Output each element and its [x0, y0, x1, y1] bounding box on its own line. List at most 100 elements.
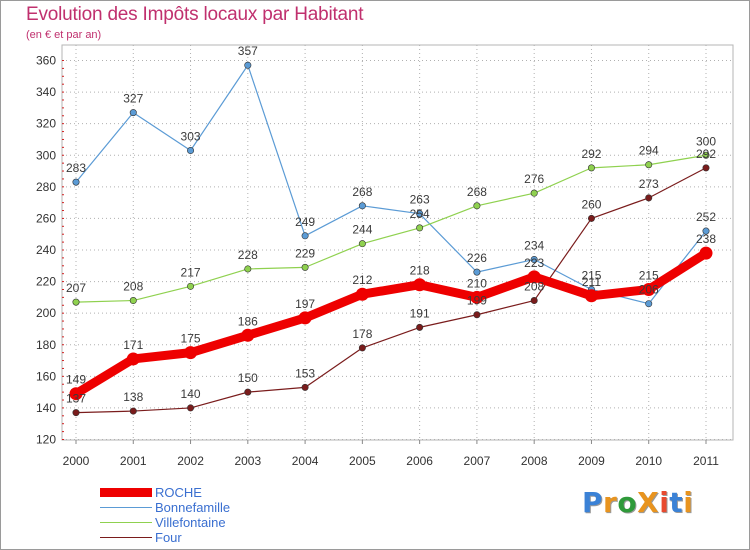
- data-point: [358, 202, 366, 210]
- series-line-roche: [71, 248, 711, 399]
- data-point: [416, 210, 424, 218]
- data-label: 137: [66, 392, 86, 406]
- data-label: 238: [696, 232, 716, 246]
- chart-subtitle: (en € et par an): [26, 29, 102, 41]
- y-tick-label: 260: [36, 211, 56, 225]
- data-point: [470, 290, 484, 304]
- x-tick-label: 2011: [693, 454, 719, 468]
- data-point: [416, 224, 424, 232]
- legend-swatch: [100, 507, 152, 508]
- legend-label: Four: [155, 530, 182, 545]
- y-tick-label: 200: [36, 306, 56, 320]
- data-label: 212: [352, 273, 372, 287]
- series-line-bonnefamille: [75, 64, 707, 305]
- data-label: 357: [238, 44, 258, 58]
- y-tick-label: 360: [36, 54, 56, 68]
- data-label: 228: [238, 248, 258, 262]
- data-label: 217: [181, 265, 201, 279]
- data-point: [69, 387, 83, 401]
- data-point: [244, 388, 252, 396]
- data-label: 268: [352, 185, 372, 199]
- data-label: 260: [581, 197, 601, 211]
- data-label: 149: [66, 373, 86, 387]
- x-tick-label: 2005: [349, 454, 376, 468]
- data-label: 186: [238, 314, 258, 328]
- y-tick-label: 180: [36, 338, 56, 352]
- data-point: [244, 61, 252, 69]
- data-label: 292: [581, 147, 601, 161]
- data-point: [645, 161, 653, 169]
- data-point: [699, 246, 713, 260]
- legend-label: Villefontaine: [155, 515, 226, 530]
- data-label: 208: [524, 280, 544, 294]
- data-label: 197: [295, 297, 315, 311]
- data-label: 252: [696, 210, 716, 224]
- data-point: [413, 278, 427, 292]
- y-tick-label: 160: [36, 369, 56, 383]
- legend-label: ROCHE: [155, 485, 202, 500]
- data-point: [584, 289, 598, 303]
- data-label: 199: [467, 294, 487, 308]
- logo-letter: P: [582, 486, 604, 519]
- x-tick-label: 2003: [234, 454, 261, 468]
- data-label: 229: [295, 246, 315, 260]
- data-point: [702, 164, 710, 172]
- data-point: [129, 407, 137, 415]
- data-point: [244, 265, 252, 273]
- data-label: 178: [352, 327, 372, 341]
- data-label: 208: [123, 280, 143, 294]
- data-point: [527, 270, 541, 284]
- data-point: [72, 409, 80, 417]
- y-tick-label: 280: [36, 180, 56, 194]
- data-label: 254: [410, 207, 430, 221]
- x-tick-label: 2001: [120, 454, 147, 468]
- data-point: [301, 383, 309, 391]
- data-point: [473, 311, 481, 319]
- data-label: 303: [181, 130, 201, 144]
- y-tick-label: 340: [36, 85, 56, 99]
- data-label: 268: [467, 185, 487, 199]
- data-label: 140: [181, 387, 201, 401]
- data-point: [530, 189, 538, 197]
- data-label: 207: [66, 281, 86, 295]
- x-tick-label: 2000: [63, 454, 90, 468]
- data-label: 175: [181, 332, 201, 346]
- y-tick-label: 220: [36, 275, 56, 289]
- logo-letter: i: [683, 486, 694, 519]
- y-tick-label: 300: [36, 148, 56, 162]
- data-label: 150: [238, 371, 258, 385]
- data-label: 294: [639, 144, 659, 158]
- chart-title: Evolution des Impôts locaux par Habitant: [26, 4, 364, 25]
- data-label: 215: [581, 268, 601, 282]
- data-point: [702, 227, 710, 235]
- y-tick-label: 240: [36, 243, 56, 257]
- data-point: [358, 344, 366, 352]
- data-point: [530, 255, 538, 263]
- data-label: 292: [696, 147, 716, 161]
- plot-area: [61, 44, 734, 441]
- data-point: [702, 151, 710, 159]
- data-label: 234: [524, 238, 544, 252]
- data-label: 249: [295, 215, 315, 229]
- data-label: 153: [295, 366, 315, 380]
- data-label: 211: [582, 275, 601, 289]
- x-tick-label: 2002: [177, 454, 204, 468]
- x-tick-label: 2007: [464, 454, 491, 468]
- series-line-villefontaine: [75, 154, 707, 303]
- data-point: [355, 287, 369, 301]
- logo-letter: t: [669, 486, 684, 519]
- data-point: [126, 352, 140, 366]
- data-point: [72, 298, 80, 306]
- data-label: 283: [66, 161, 86, 175]
- y-tick-label: 320: [36, 117, 56, 131]
- data-label: 215: [639, 268, 659, 282]
- x-tick-label: 2006: [406, 454, 433, 468]
- data-point: [301, 232, 309, 240]
- data-label: 327: [123, 92, 143, 106]
- y-tick-label: 140: [36, 401, 56, 415]
- logo-letter: o: [617, 486, 638, 519]
- data-label: 223: [524, 256, 544, 270]
- data-point: [129, 297, 137, 305]
- data-label: 191: [410, 306, 430, 320]
